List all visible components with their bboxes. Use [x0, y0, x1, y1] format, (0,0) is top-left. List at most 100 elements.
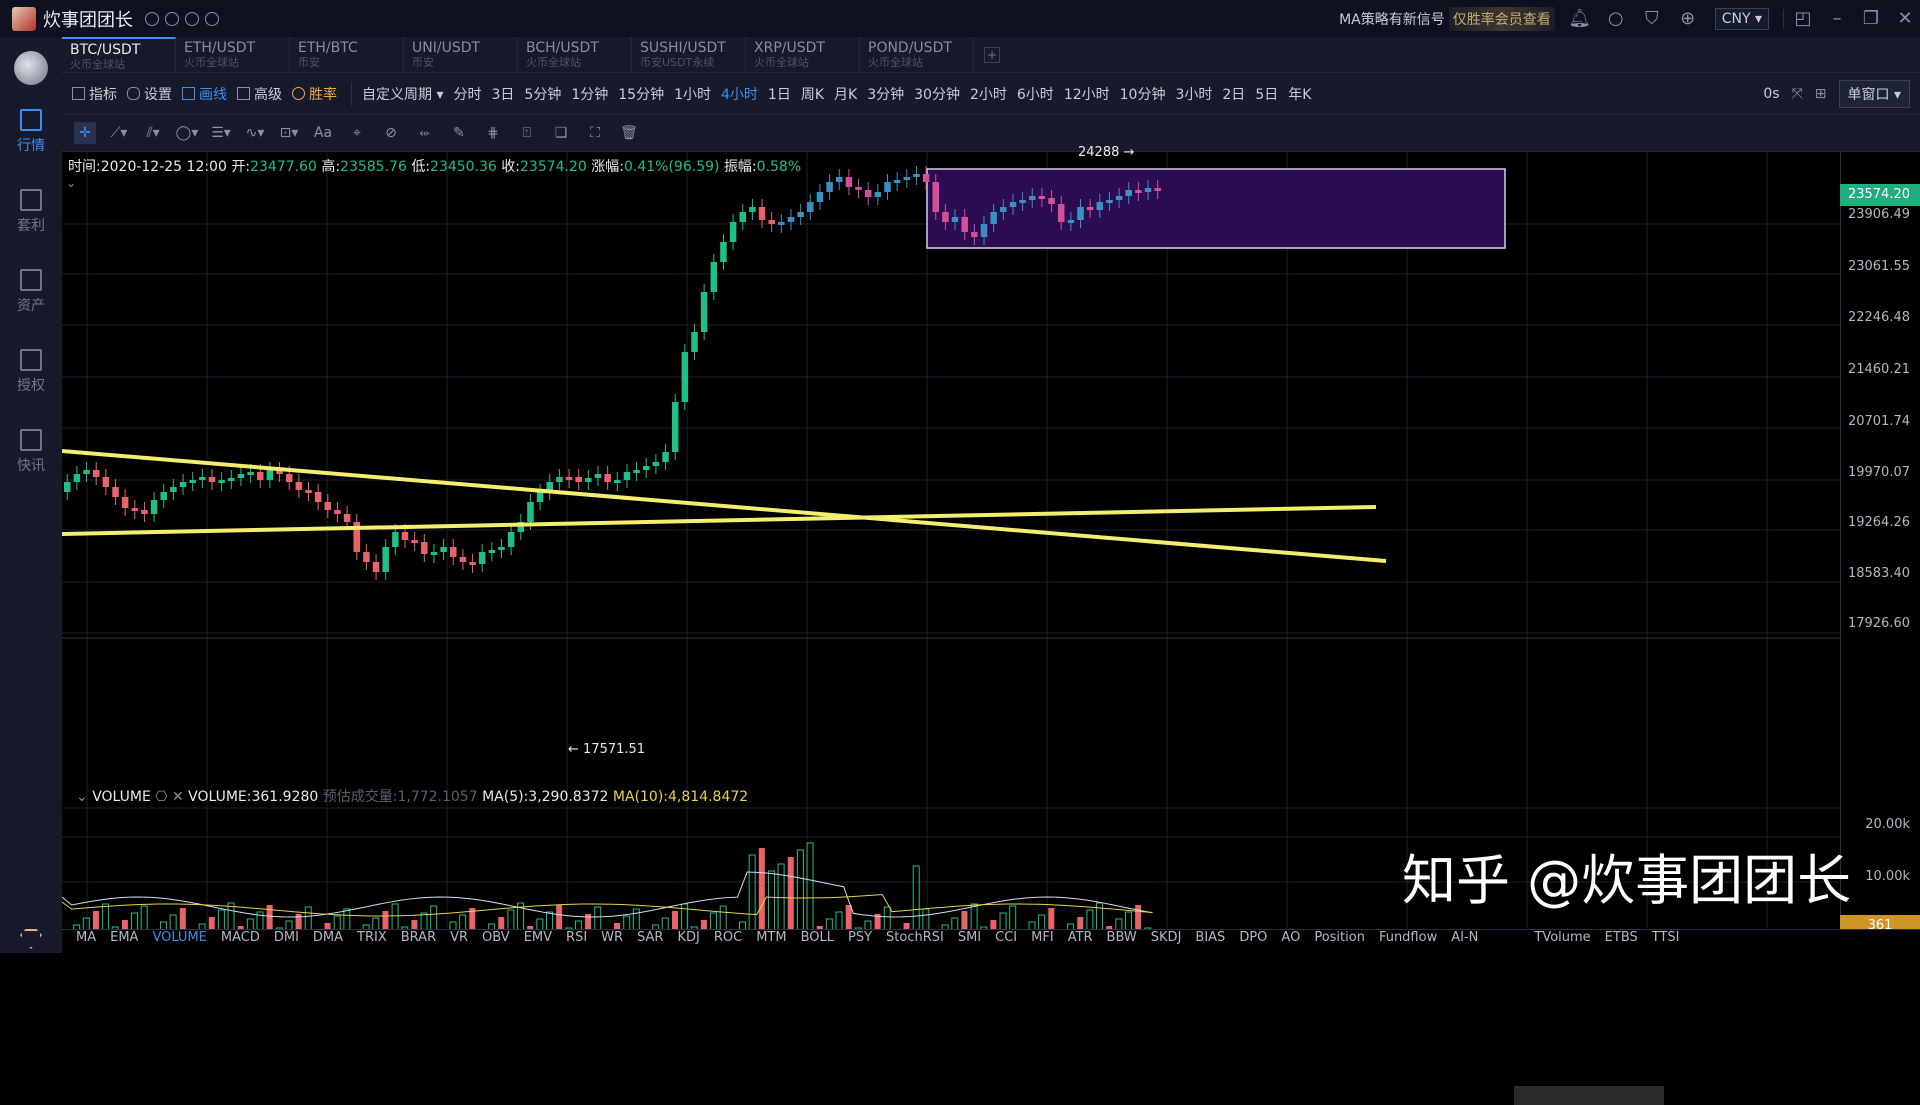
- indicator-tab[interactable]: SKDJ: [1150, 930, 1182, 945]
- indicator-tab[interactable]: CCI: [995, 930, 1018, 945]
- trash-icon[interactable]: 🗑︎: [620, 125, 638, 141]
- period-2日[interactable]: 2日: [1222, 86, 1246, 103]
- indicator-tab[interactable]: WR: [601, 930, 624, 945]
- sidebar-item-news[interactable]: 快讯: [0, 429, 62, 475]
- tab-pond-usdt[interactable]: POND/USDT 火币全球站: [860, 37, 974, 72]
- indicator-tab[interactable]: DMI: [273, 930, 299, 945]
- ruler-icon[interactable]: ⬰: [419, 125, 431, 141]
- indicator-tab[interactable]: ATR: [1067, 930, 1093, 945]
- indicator-button[interactable]: 指标: [72, 84, 117, 104]
- indicator-tab[interactable]: BBW: [1106, 930, 1137, 945]
- text-icon[interactable]: Aa: [313, 125, 333, 141]
- period-1分钟[interactable]: 1分钟: [571, 86, 609, 103]
- vip-notice[interactable]: 仅胜率会员查看: [1448, 6, 1555, 31]
- advanced-button[interactable]: 高级: [237, 84, 282, 104]
- screenshot-icon[interactable]: ⛶: [590, 125, 600, 141]
- measure-icon[interactable]: ⌖: [353, 125, 361, 141]
- period-分时[interactable]: 分时: [453, 86, 482, 103]
- indicator-tab[interactable]: MFI: [1031, 930, 1054, 945]
- vip-gem-icon[interactable]: [20, 929, 42, 949]
- currency-select[interactable]: CNY ▾: [1714, 7, 1769, 30]
- period-3小时[interactable]: 3小时: [1175, 86, 1213, 103]
- box-icon[interactable]: ⊡▾: [279, 125, 299, 141]
- minimize-button[interactable]: –: [1832, 8, 1842, 29]
- bell-icon[interactable]: 🔔︎: [1568, 8, 1592, 29]
- shield-icon[interactable]: [165, 11, 179, 26]
- copy-icon[interactable]: ❏: [554, 125, 568, 141]
- period-2小时[interactable]: 2小时: [969, 86, 1007, 103]
- indicator-tab[interactable]: MTM: [756, 930, 787, 945]
- custom-period-select[interactable]: 自定义周期 ▾: [362, 86, 444, 103]
- period-周K[interactable]: 周K: [800, 86, 825, 103]
- collapse-icon[interactable]: ⌄: [66, 176, 77, 190]
- indicator-tab[interactable]: SAR: [637, 930, 664, 945]
- brush-icon[interactable]: ✎: [453, 125, 465, 141]
- sidebar-item-market[interactable]: 行情: [0, 109, 62, 155]
- shirt-icon[interactable]: ⛉: [1644, 8, 1659, 29]
- indicator-tab[interactable]: TVolume: [1534, 930, 1591, 945]
- parallel-lines-icon[interactable]: ⫽▾: [146, 125, 160, 141]
- fullscreen-icon[interactable]: ⤧: [1791, 86, 1803, 102]
- indicator-tab[interactable]: VR: [450, 930, 469, 945]
- indicator-tab[interactable]: TRIX: [357, 930, 387, 945]
- horizontal-lines-icon[interactable]: ☰▾: [211, 125, 231, 141]
- period-15分钟[interactable]: 15分钟: [618, 86, 665, 103]
- period-6小时[interactable]: 6小时: [1016, 86, 1054, 103]
- tab-xrp-usdt[interactable]: XRP/USDT 火币全球站: [746, 37, 860, 72]
- indicator-tab[interactable]: AI-N: [1451, 930, 1479, 945]
- avatar[interactable]: [12, 6, 36, 31]
- tab-eth-btc[interactable]: ETH/BTC 币安: [290, 37, 404, 72]
- indicator-tab[interactable]: KDJ: [677, 930, 700, 945]
- draw-button[interactable]: 画线: [182, 84, 227, 104]
- window-mode-select[interactable]: 单窗口 ▾: [1838, 80, 1910, 108]
- add-tab-button[interactable]: +: [984, 47, 1000, 63]
- add-window-icon[interactable]: ⊞: [1814, 86, 1827, 102]
- target-icon[interactable]: [185, 11, 199, 26]
- win-rate-button[interactable]: 胜率: [292, 84, 337, 104]
- indicator-tab[interactable]: ROC: [713, 930, 743, 945]
- indicator-tab[interactable]: EMA: [110, 930, 139, 945]
- indicator-tab[interactable]: RSI: [566, 930, 588, 945]
- price-axis[interactable]: 23906.49 23061.55 22246.48 21460.21 20701.74…: [1840, 152, 1920, 953]
- indicator-tab[interactable]: BRAR: [400, 930, 437, 945]
- settings-button[interactable]: 设置: [127, 84, 172, 104]
- lock-icon[interactable]: ⍐: [522, 125, 532, 141]
- badge-icon[interactable]: [145, 11, 159, 26]
- globe-icon[interactable]: ⊕: [1680, 8, 1696, 29]
- tab-eth-usdt[interactable]: ETH/USDT 火币全球站: [176, 37, 290, 72]
- close-button[interactable]: ✕: [1897, 8, 1913, 29]
- indicator-tab[interactable]: ETBS: [1604, 930, 1638, 945]
- sidebar-item-auth[interactable]: 授权: [0, 349, 62, 395]
- tab-uni-usdt[interactable]: UNI/USDT 币安: [404, 37, 518, 72]
- trend-line-icon[interactable]: ⟋▾: [110, 125, 128, 141]
- indicator-tab[interactable]: PSY: [847, 930, 873, 945]
- popout-icon[interactable]: ◰: [1794, 8, 1812, 29]
- period-5分钟[interactable]: 5分钟: [524, 86, 562, 103]
- period-4小时[interactable]: 4小时: [721, 86, 758, 103]
- volume-settings-icon[interactable]: ⎔: [155, 789, 168, 805]
- volume-close-icon[interactable]: ✕: [171, 789, 184, 805]
- period-1小时[interactable]: 1小时: [674, 86, 711, 103]
- ellipse-icon[interactable]: ◯▾: [175, 125, 199, 141]
- indicator-tab[interactable]: Position: [1314, 930, 1365, 945]
- restore-button[interactable]: ❐: [1862, 8, 1880, 29]
- kline-chart[interactable]: 时间:2020-12-25 12:00 开:23477.60 高:23585.7…: [62, 145, 1920, 1105]
- period-3分钟[interactable]: 3分钟: [867, 86, 905, 103]
- indicator-tab[interactable]: VOLUME: [152, 930, 207, 945]
- indicator-tab[interactable]: DMA: [312, 930, 344, 945]
- period-1日[interactable]: 1日: [767, 86, 791, 103]
- indicator-tab[interactable]: SMI: [957, 930, 982, 945]
- tab-sushi-usdt[interactable]: SUSHI/USDT 币安USDT永续: [632, 37, 746, 72]
- indicator-tab[interactable]: DPO: [1239, 930, 1268, 945]
- indicator-tab[interactable]: MA: [76, 930, 97, 945]
- indicator-tab[interactable]: EMV: [523, 930, 553, 945]
- period-12小时[interactable]: 12小时: [1063, 86, 1110, 103]
- indicator-tab[interactable]: TTSI: [1651, 930, 1680, 945]
- period-月K[interactable]: 月K: [834, 86, 858, 103]
- indicator-tab[interactable]: MACD: [220, 930, 260, 945]
- period-5日[interactable]: 5日: [1255, 86, 1279, 103]
- collapse-volume-icon[interactable]: ⌄: [76, 789, 88, 805]
- fib-icon[interactable]: ⋕: [487, 125, 499, 141]
- tab-bch-usdt[interactable]: BCH/USDT 火币全球站: [518, 37, 632, 72]
- indicator-tab[interactable]: Fundflow: [1378, 930, 1438, 945]
